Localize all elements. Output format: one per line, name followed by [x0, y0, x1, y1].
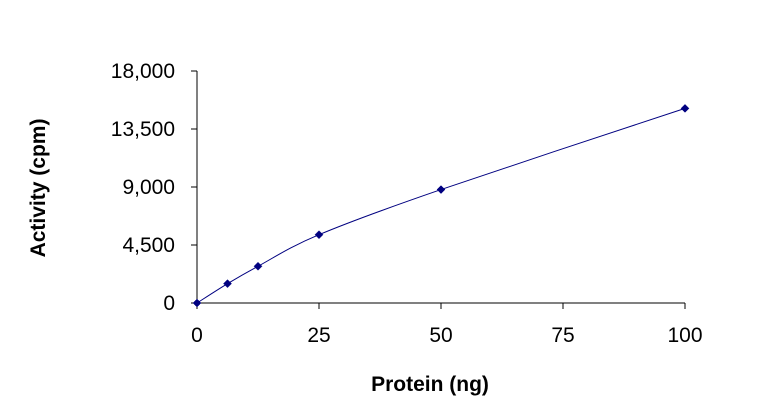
y-tick-label: 9,000 [122, 176, 175, 199]
y-tick-label: 18,000 [111, 60, 175, 83]
data-point [314, 230, 324, 240]
x-tick-label: 0 [191, 324, 203, 347]
x-axis-title: Protein (ng) [371, 373, 489, 396]
x-axis-ticks: 0 25 50 75 100 [191, 303, 703, 347]
x-tick-label: 100 [667, 324, 702, 347]
y-axis-title: Activity (cpm) [27, 119, 50, 258]
data-point [253, 261, 263, 271]
data-point [192, 298, 202, 308]
y-tick-label: 0 [163, 292, 175, 315]
plot-area [192, 104, 690, 308]
series-line [196, 107, 686, 304]
data-point [223, 279, 232, 289]
y-axis-ticks: 0 4,500 9,000 13,500 18,000 [111, 60, 197, 315]
x-tick-label: 75 [551, 324, 574, 347]
data-point [680, 104, 690, 113]
x-tick-label: 50 [429, 324, 452, 347]
y-tick-label: 13,500 [111, 118, 175, 141]
x-tick-label: 25 [307, 324, 330, 347]
data-point [436, 185, 446, 194]
y-tick-label: 4,500 [122, 234, 175, 257]
